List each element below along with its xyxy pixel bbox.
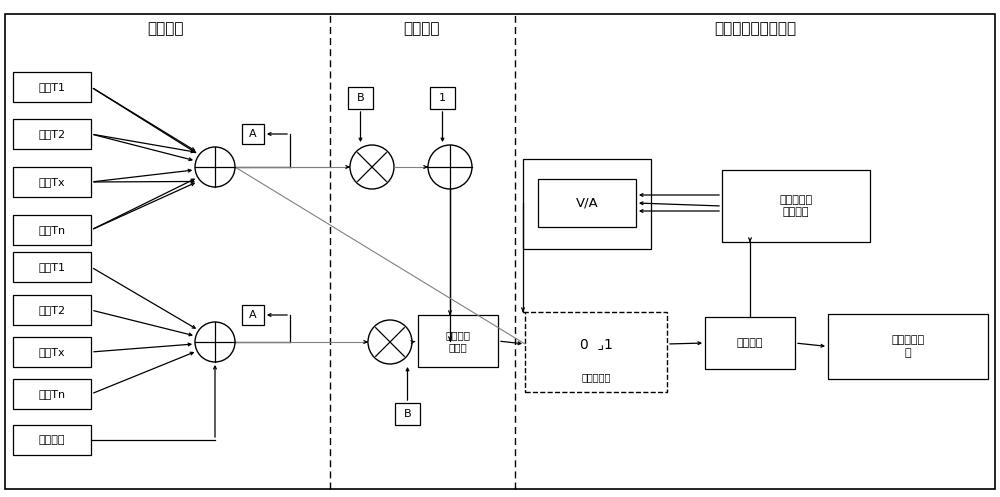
Text: 特征T2: 特征T2 [38, 129, 66, 139]
Bar [525, 312, 667, 392]
Text: 特征Tn: 特征Tn [38, 389, 66, 399]
Bar [13, 295, 91, 325]
Text: B: B [404, 409, 411, 419]
Bar [430, 87, 455, 109]
Text: 特征T2: 特征T2 [38, 305, 66, 315]
Bar [13, 215, 91, 245]
Bar [13, 379, 91, 409]
Text: 特征Tn: 特征Tn [38, 225, 66, 235]
Text: A: A [249, 129, 257, 139]
Bar [13, 337, 91, 367]
Bar [242, 305, 264, 325]
Bar [13, 119, 91, 149]
Text: 特征T1: 特征T1 [38, 82, 66, 92]
Text: A: A [249, 310, 257, 320]
Bar [828, 314, 988, 379]
Bar [395, 403, 420, 425]
Text: 外部刺激: 外部刺激 [39, 435, 65, 445]
Text: 脉冲发生与鉴别模块: 脉冲发生与鉴别模块 [714, 21, 796, 36]
Text: 1: 1 [439, 93, 446, 103]
Text: 输出脉冲: 输出脉冲 [737, 338, 763, 348]
Text: B: B [357, 93, 364, 103]
Bar [538, 179, 636, 227]
Bar [722, 170, 870, 242]
Text: 0  ⌟1: 0 ⌟1 [580, 337, 612, 351]
Text: 特征Tx: 特征Tx [39, 177, 65, 187]
Text: 特征Tx: 特征Tx [39, 347, 65, 357]
Text: 特征组相
关系数: 特征组相 关系数 [446, 330, 471, 352]
Bar [13, 167, 91, 197]
Bar [13, 252, 91, 282]
Bar [13, 425, 91, 455]
Bar [523, 159, 651, 249]
Bar [348, 87, 373, 109]
Text: 输出鉴别结
果: 输出鉴别结 果 [891, 335, 925, 358]
Text: 脉冲发生器: 脉冲发生器 [581, 373, 611, 383]
Bar [418, 315, 498, 367]
Text: 输入模块: 输入模块 [147, 21, 183, 36]
Text: V/A: V/A [576, 196, 598, 210]
Text: 多特征融合
系数反馈: 多特征融合 系数反馈 [779, 195, 813, 217]
Text: 调制模块: 调制模块 [404, 21, 440, 36]
Bar [705, 317, 795, 369]
Text: 特征T1: 特征T1 [38, 262, 66, 272]
Bar [13, 72, 91, 102]
Bar [242, 124, 264, 144]
